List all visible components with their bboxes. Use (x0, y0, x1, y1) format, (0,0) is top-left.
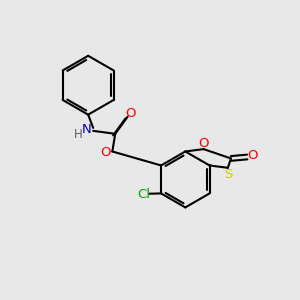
Text: S: S (224, 168, 232, 181)
Text: O: O (199, 137, 209, 150)
Text: H: H (74, 128, 83, 141)
Text: N: N (82, 123, 91, 136)
Text: Cl: Cl (137, 188, 150, 200)
Text: O: O (100, 146, 111, 159)
Text: O: O (125, 107, 136, 120)
Text: O: O (247, 149, 258, 162)
